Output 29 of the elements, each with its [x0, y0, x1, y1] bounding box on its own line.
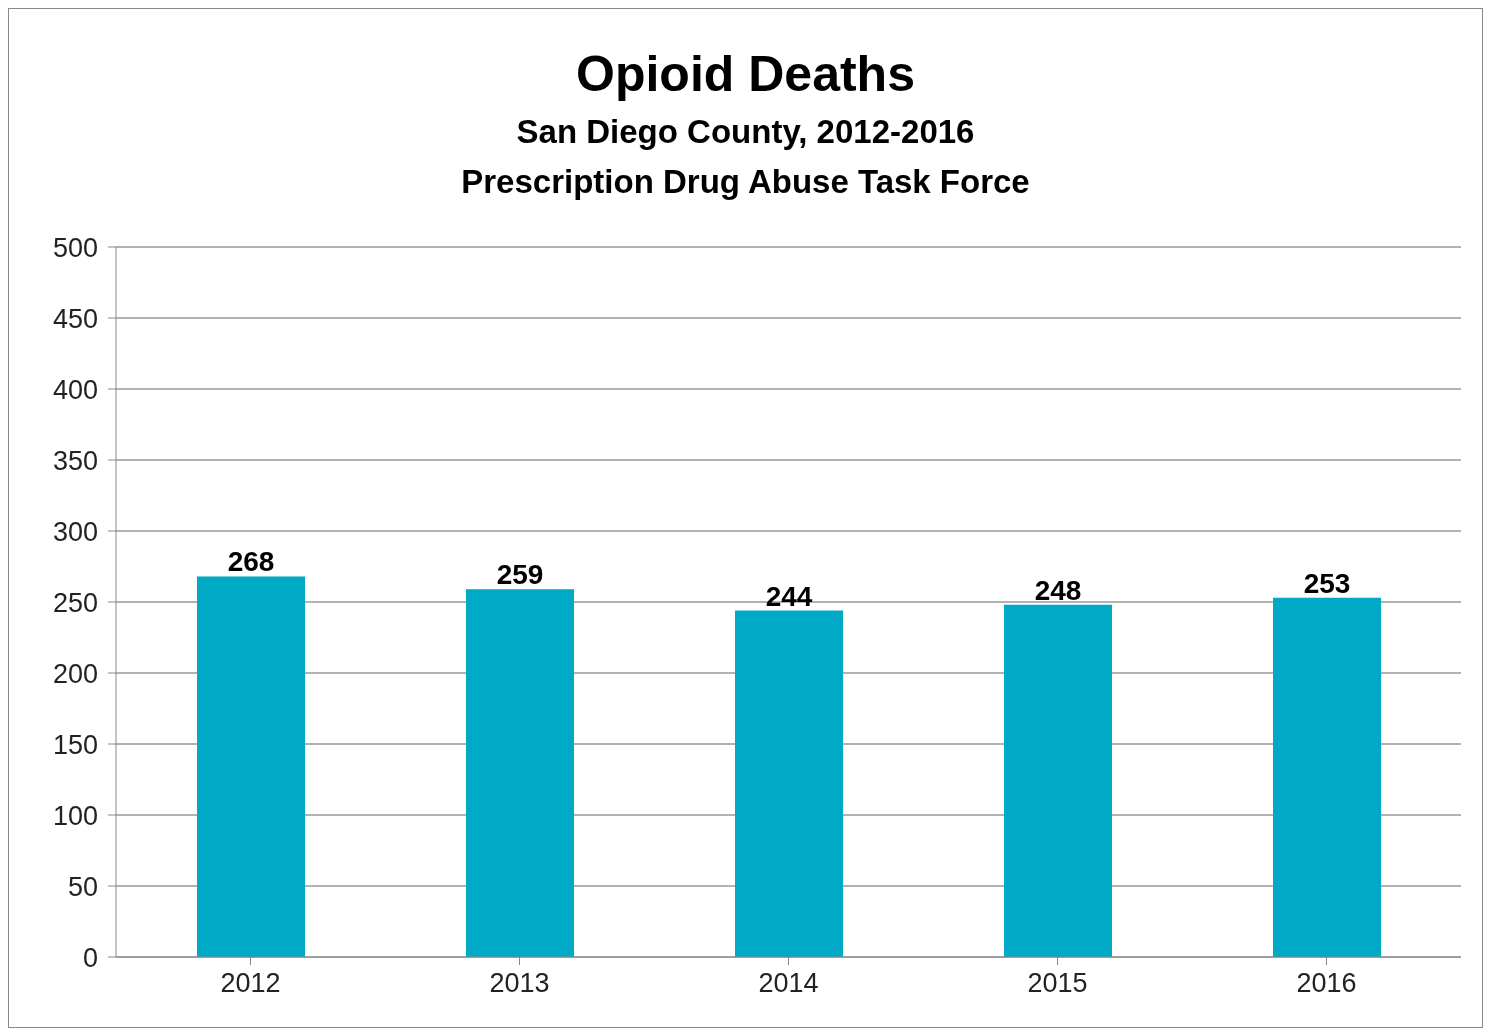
chart-title: Opioid Deaths: [575, 45, 916, 103]
data-label: 244: [765, 580, 813, 612]
y-tick-label: 400: [52, 374, 98, 405]
y-tick-label: 150: [52, 729, 98, 760]
text: Prescription Drug Abuse Task Force: [460, 163, 1031, 201]
x-tick-label: 2013: [489, 968, 550, 999]
data-label: 259: [496, 559, 544, 591]
y-tick-label: 350: [52, 445, 98, 476]
bar: [1004, 604, 1112, 957]
y-tick-label: 250: [52, 587, 98, 618]
x-tick-label: 2012: [220, 968, 281, 999]
x-tick-label: 2014: [758, 968, 819, 999]
bar: [735, 610, 843, 957]
x-tick-label: 2016: [1296, 968, 1357, 999]
y-tick-label: 200: [52, 658, 98, 689]
x-tick-label: 2015: [1027, 968, 1088, 999]
y-tick-label: 50: [67, 871, 98, 902]
data-label: 268: [227, 546, 275, 578]
bar: [1273, 597, 1381, 957]
bar: [466, 589, 574, 957]
y-tick-label: 300: [52, 516, 98, 547]
y-tick-label: 500: [52, 232, 98, 263]
bar: [197, 576, 305, 957]
y-tick-label: 450: [52, 303, 98, 334]
chart-subtitle: San Diego County, 2012-2016: [515, 113, 976, 151]
y-tick-label: 100: [52, 800, 98, 831]
data-label: 248: [1034, 574, 1082, 606]
data-label: 253: [1303, 567, 1351, 599]
y-tick-label: 0: [82, 942, 98, 973]
